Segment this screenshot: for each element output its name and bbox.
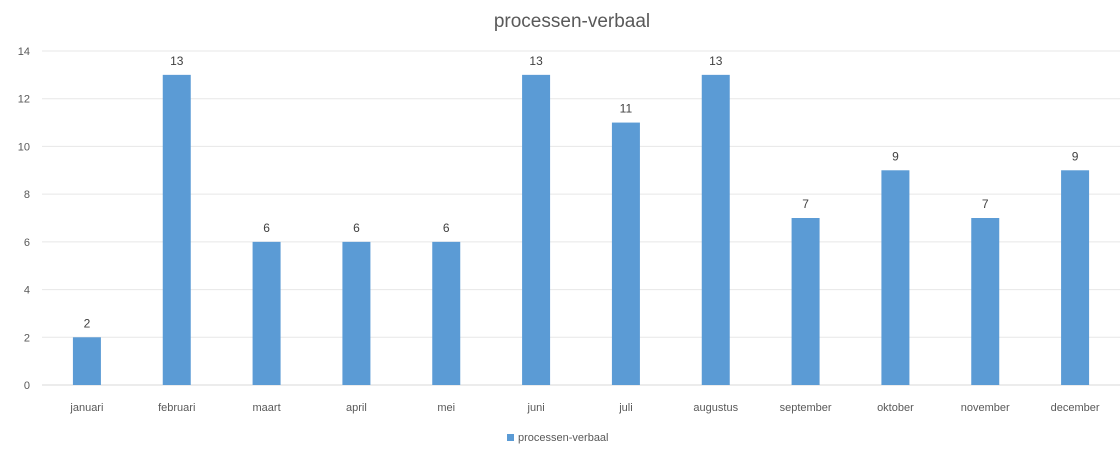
y-tick-label: 8 [24, 189, 30, 201]
y-tick-label: 6 [24, 237, 30, 249]
bar[interactable] [611, 122, 640, 386]
y-tick-label: 10 [18, 141, 30, 153]
y-axis: 0 2 4 6 8 10 12 14 [18, 46, 30, 392]
data-label: 2 [84, 316, 91, 330]
y-tick-label: 0 [24, 380, 30, 392]
gridlines [42, 50, 1120, 386]
bar[interactable] [432, 241, 461, 385]
bar[interactable] [252, 241, 281, 385]
x-tick-label: januari [69, 402, 103, 414]
x-tick-label: februari [158, 402, 195, 414]
y-tick-label: 4 [24, 285, 30, 297]
legend-label: processen-verbaal [518, 432, 609, 444]
data-label: 13 [709, 54, 723, 68]
bar[interactable] [342, 241, 371, 385]
data-label: 9 [892, 149, 899, 163]
chart-title: processen-verbaal [494, 11, 650, 32]
bar[interactable] [881, 170, 910, 385]
y-tick-label: 2 [24, 332, 30, 344]
y-tick-label: 12 [18, 94, 30, 106]
x-tick-label: november [961, 402, 1010, 414]
data-label: 7 [802, 197, 809, 211]
x-tick-label: mei [437, 402, 455, 414]
bar-series [72, 74, 1090, 386]
x-tick-label: september [780, 402, 832, 414]
data-label: 6 [263, 221, 270, 235]
bar[interactable] [162, 74, 191, 385]
x-tick-label: december [1051, 402, 1100, 414]
bar[interactable] [701, 74, 730, 385]
x-axis: januari februari maart april mei juni juli augu… [69, 402, 1099, 414]
bar[interactable] [522, 74, 551, 385]
data-labels: 2 13 6 6 6 13 11 13 7 9 7 9 [84, 54, 1079, 330]
data-label: 6 [353, 221, 360, 235]
bar[interactable] [791, 218, 820, 385]
x-tick-label: april [346, 402, 367, 414]
data-label: 11 [620, 102, 633, 116]
x-tick-label: juni [527, 402, 545, 414]
x-tick-label: maart [253, 402, 281, 414]
x-tick-label: oktober [877, 402, 914, 414]
data-label: 7 [982, 197, 989, 211]
data-label: 9 [1072, 149, 1079, 163]
data-label: 6 [443, 221, 450, 235]
bar[interactable] [971, 218, 1000, 385]
data-label: 13 [529, 54, 543, 68]
bar[interactable] [1061, 170, 1090, 385]
legend-swatch [507, 434, 514, 441]
bar[interactable] [72, 337, 101, 385]
legend[interactable]: processen-verbaal [507, 432, 609, 444]
x-tick-label: augustus [693, 402, 738, 414]
x-tick-label: juli [618, 402, 632, 414]
data-label: 13 [170, 54, 184, 68]
y-tick-label: 14 [18, 46, 30, 58]
